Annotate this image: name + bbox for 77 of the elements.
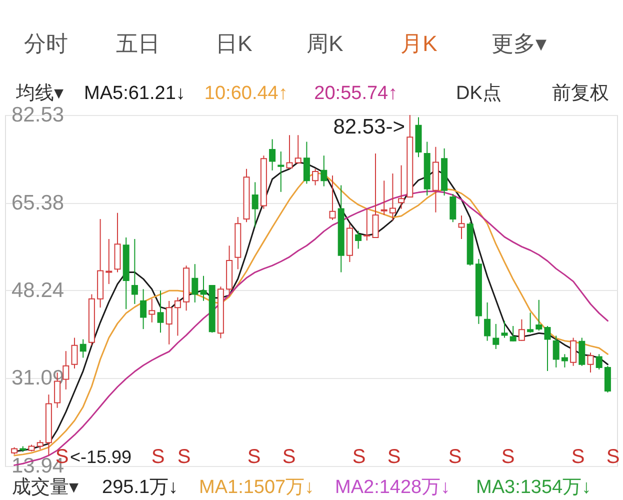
candlestick [552,335,560,368]
candlestick [329,175,336,221]
candlestick [36,440,44,450]
candlestick [80,338,86,358]
text: 成交量▾ [12,476,79,498]
text: 前复权 [552,83,609,104]
candlestick [458,214,465,240]
candlestick [518,318,525,342]
candlestick [604,365,611,394]
candlestick [355,230,362,250]
annotation: S [387,446,401,468]
text: 更多▾ [491,31,547,56]
candlestick [364,208,370,242]
candlestick [578,337,586,366]
candlestick [544,325,551,372]
annotation: 82.53-> [333,116,405,138]
text: 分时 [24,31,68,56]
annotation: S [151,446,165,468]
candlestick [372,153,379,238]
candlestick [106,238,112,285]
candlestick [484,302,491,342]
text: MA5:61.21↓ [84,83,186,104]
annotation: <-15.99 [70,447,132,467]
candlestick [269,138,276,171]
candlestick [148,298,156,323]
candlestick [252,182,258,228]
candlestick [570,337,577,366]
text: MA1:1507万↓ [199,477,314,498]
candlestick [527,312,534,334]
annotation: S [282,446,296,468]
candlestick [561,354,568,368]
candlestick [200,275,207,302]
text: 10:60.44↑ [204,83,288,104]
candlestick [398,164,405,210]
text: 五日 [116,31,160,56]
text: MA2:1428万↓ [335,477,450,498]
annotation: S [606,446,620,468]
annotation: S [247,446,261,468]
text: 月K [400,31,438,56]
candlestick [380,180,388,216]
candlestick [71,337,78,369]
y-tick-label: 48.24 [12,278,64,302]
annotation: S [501,446,515,468]
text: DK点 [456,83,502,104]
candlestick [587,352,594,374]
annotation: S [177,446,191,468]
candlestick [510,325,516,342]
y-tick-label: 82.53 [12,104,64,126]
candlestick [501,320,508,338]
text: 均线▾ [15,83,64,104]
text: 20:55.74↑ [314,83,398,104]
annotation: S [571,446,585,468]
text: 日K [216,31,253,56]
annotation: S [448,446,462,468]
text: 周K [306,31,344,56]
candlestick [192,264,198,303]
candlestick [492,323,500,350]
candlestick [278,150,284,192]
candlestick [140,288,147,330]
candlestick [389,172,396,222]
candlestick [131,238,138,304]
text: 295.1万↓ [102,477,178,498]
candlestick [174,296,181,336]
candlestick [596,354,602,370]
candlestick [62,350,70,390]
candlestick [320,155,328,187]
candlestick [157,290,164,334]
candlestick [536,299,542,332]
text: MA3:1354万↓ [476,477,592,498]
candlestick [166,300,172,345]
candlestick [303,141,310,184]
candlestick [312,168,319,186]
y-tick-label: 65.38 [12,191,64,214]
candlestick [286,134,293,170]
annotation: S [352,446,366,468]
candlestick [450,193,456,223]
candlestick [294,134,302,164]
